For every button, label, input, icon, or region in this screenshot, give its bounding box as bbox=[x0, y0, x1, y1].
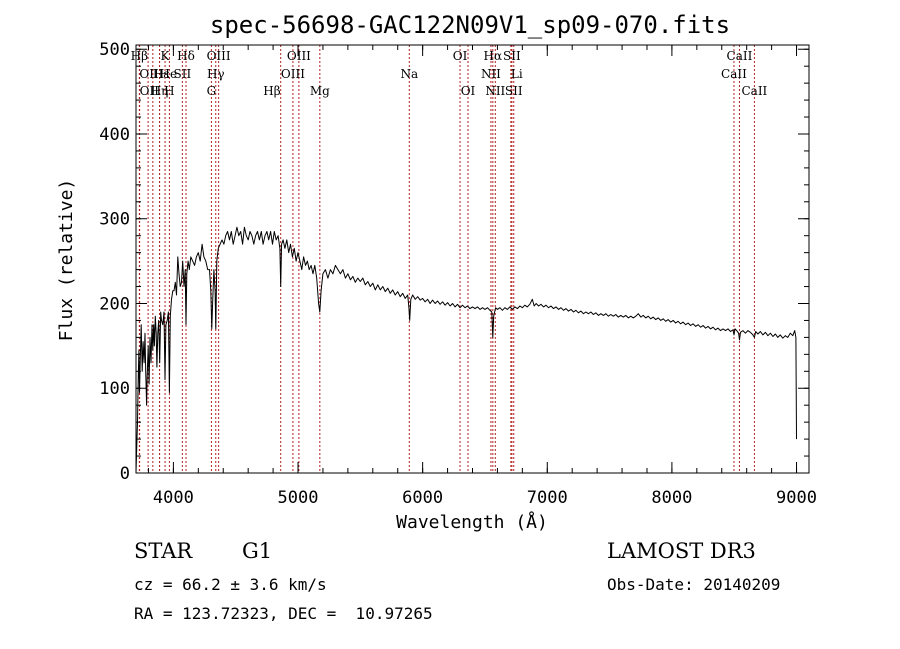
y-tick-label: 300 bbox=[99, 210, 130, 230]
line-label: Na bbox=[400, 67, 418, 81]
x-tick-label: 4000 bbox=[153, 488, 194, 508]
line-label: OIII bbox=[281, 67, 305, 81]
y-tick-label: 400 bbox=[99, 125, 130, 145]
line-label: NII bbox=[481, 67, 501, 81]
line-label: OII bbox=[139, 67, 159, 81]
line-label: H bbox=[164, 84, 174, 98]
line-label: Hβ bbox=[131, 49, 148, 63]
line-label: OI bbox=[453, 49, 468, 63]
spectrum-layer bbox=[135, 226, 797, 474]
line-label: OIII bbox=[287, 49, 311, 63]
line-label: CaII bbox=[741, 84, 767, 98]
line-label: Hε bbox=[153, 67, 170, 81]
survey-name: LAMOST DR3 bbox=[607, 539, 756, 563]
line-label: NII bbox=[485, 84, 505, 98]
coordinates-text: RA = 123.72323, DEC = 10.97265 bbox=[134, 604, 433, 623]
observation-date: Obs-Date: 20140209 bbox=[607, 575, 781, 594]
line-label: CaII bbox=[721, 67, 747, 81]
line-label: He bbox=[160, 67, 178, 81]
line-label: Hη bbox=[151, 84, 169, 98]
y-tick-label: 0 bbox=[120, 464, 130, 484]
line-label: G bbox=[207, 84, 217, 98]
y-tick-label: 500 bbox=[99, 40, 130, 60]
line-label: CaII bbox=[727, 49, 753, 63]
line-label: Hα bbox=[484, 49, 503, 63]
redshift-text: cz = 66.2 ± 3.6 km/s bbox=[134, 575, 327, 594]
y-tick-label: 200 bbox=[99, 294, 130, 314]
x-tick-label: 9000 bbox=[776, 488, 817, 508]
axes-layer: 4000 5000 6000 7000 8000 9000 0 100 200 300 400 500 bbox=[99, 40, 817, 508]
plot-frame bbox=[135, 44, 810, 474]
x-tick-label: 6000 bbox=[402, 488, 443, 508]
line-label: Li bbox=[511, 67, 523, 81]
object-subclass: G1 bbox=[242, 539, 273, 563]
x-tick-label: 5000 bbox=[278, 488, 319, 508]
line-label: SII bbox=[503, 49, 521, 63]
chart-title: spec-56698-GAC122N09V1_sp09-070.fits bbox=[210, 11, 730, 39]
y-tick-label: 100 bbox=[99, 379, 130, 399]
x-tick-label: 7000 bbox=[527, 488, 568, 508]
x-axis-label: Wavelength (Å) bbox=[396, 511, 548, 533]
line-label: SII bbox=[505, 84, 523, 98]
y-axis-label: Flux (relative) bbox=[56, 179, 77, 342]
line-label: Hγ bbox=[207, 67, 225, 81]
object-class: STAR bbox=[134, 539, 193, 563]
line-label: Hδ bbox=[177, 49, 195, 63]
x-tick-label: 8000 bbox=[651, 488, 692, 508]
emission-line-markers bbox=[138, 45, 755, 473]
line-label: K bbox=[161, 49, 171, 63]
line-label: Mg bbox=[310, 84, 330, 98]
line-label: OI bbox=[461, 84, 476, 98]
spectrum-series bbox=[135, 226, 797, 474]
line-label: SII bbox=[174, 67, 192, 81]
line-label: Hβ bbox=[263, 84, 280, 98]
line-label: OII bbox=[140, 84, 160, 98]
line-label: OIII bbox=[207, 49, 231, 63]
